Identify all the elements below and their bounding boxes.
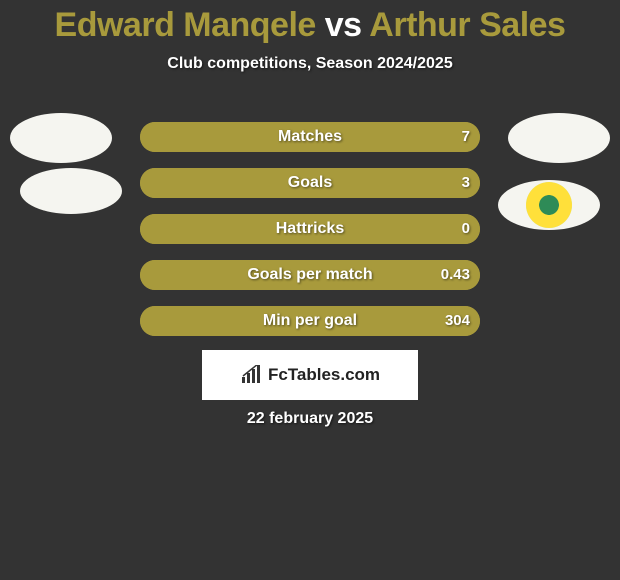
- chart-icon: [240, 365, 264, 385]
- stat-row: Matches7: [0, 122, 620, 152]
- comparison-title: Edward Manqele vs Arthur Sales: [0, 0, 620, 45]
- stat-label: Goals per match: [140, 260, 480, 290]
- watermark-text: FcTables.com: [268, 365, 380, 385]
- stat-row: Goals per match0.43: [0, 260, 620, 290]
- stat-label: Matches: [140, 122, 480, 152]
- vs-text: vs: [325, 6, 362, 44]
- stat-row: Hattricks0: [0, 214, 620, 244]
- stat-label: Goals: [140, 168, 480, 198]
- stat-value-right: 304: [445, 306, 470, 336]
- stat-row: Min per goal304: [0, 306, 620, 336]
- stat-value-right: 3: [462, 168, 470, 198]
- watermark: FcTables.com: [202, 350, 418, 400]
- subtitle: Club competitions, Season 2024/2025: [0, 55, 620, 73]
- stat-label: Hattricks: [140, 214, 480, 244]
- stat-label: Min per goal: [140, 306, 480, 336]
- stat-value-right: 7: [462, 122, 470, 152]
- stat-value-right: 0.43: [441, 260, 470, 290]
- stat-value-right: 0: [462, 214, 470, 244]
- player2-name: Arthur Sales: [369, 6, 565, 44]
- stats-container: Matches7Goals3Hattricks0Goals per match0…: [0, 122, 620, 352]
- stat-row: Goals3: [0, 168, 620, 198]
- date: 22 february 2025: [0, 410, 620, 428]
- player1-name: Edward Manqele: [55, 6, 316, 44]
